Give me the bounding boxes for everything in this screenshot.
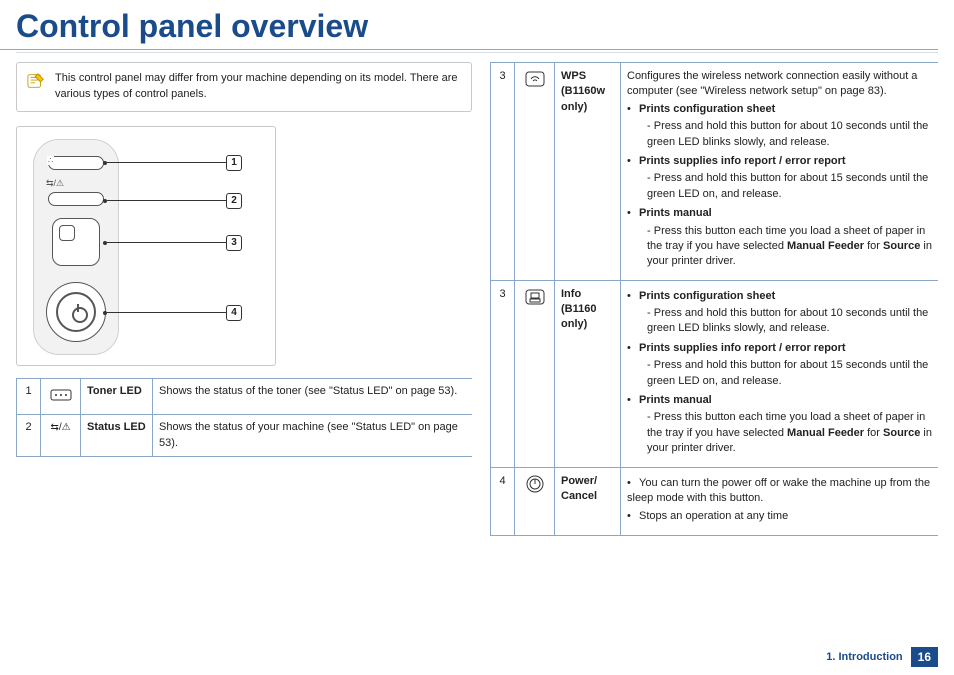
table-row: 3 Info (B1160 only)Prints configuration s… [491, 280, 939, 467]
row-name: Power/ Cancel [555, 467, 621, 535]
callout-4: 4 [105, 305, 242, 321]
wps-button [52, 218, 100, 266]
callout-3: 3 [105, 235, 242, 251]
row-desc: Shows the status of your machine (see "S… [153, 415, 473, 457]
left-reference-table: 1 Toner LEDShows the status of the toner … [16, 378, 472, 457]
status-led-slot [48, 192, 104, 206]
row-name: WPS (B1160w only) [555, 63, 621, 281]
row-name: Status LED [81, 415, 153, 457]
row-number: 3 [491, 280, 515, 467]
row-name: Toner LED [81, 378, 153, 414]
table-row: 3 WPS (B1160w only)Configures the wireles… [491, 63, 939, 281]
row-number: 4 [491, 467, 515, 535]
row-desc: You can turn the power off or wake the m… [621, 467, 939, 535]
row-number: 3 [491, 63, 515, 281]
note-text: This control panel may differ from your … [55, 71, 461, 103]
callout-2: 2 [105, 193, 242, 209]
row-number: 1 [17, 378, 41, 414]
row-name: Info (B1160 only) [555, 280, 621, 467]
table-row: 2⇆/⚠Status LEDShows the status of your m… [17, 415, 473, 457]
wps-icon [515, 63, 555, 281]
table-row: 1 Toner LEDShows the status of the toner … [17, 378, 473, 414]
row-desc: Configures the wireless network connecti… [621, 63, 939, 281]
row-desc: Shows the status of the toner (see "Stat… [153, 378, 473, 414]
page-title: Control panel overview [0, 0, 938, 50]
right-reference-table: 3 WPS (B1160w only)Configures the wireles… [490, 62, 938, 536]
row-number: 2 [17, 415, 41, 457]
callout-1: 1 [105, 155, 242, 171]
pencil-note-icon [27, 71, 45, 103]
status-icon: ⇆/⚠ [41, 415, 81, 457]
chapter-label: 1. Introduction [826, 651, 902, 663]
note-box: This control panel may differ from your … [16, 62, 472, 112]
toner-icon [41, 378, 81, 414]
power-icon [515, 467, 555, 535]
toner-led-slot: ∴ [48, 156, 104, 170]
status-led-icons: ⇆/⚠ [46, 178, 64, 189]
table-row: 4 Power/ CancelYou can turn the power off… [491, 467, 939, 535]
info-icon [515, 280, 555, 467]
row-desc: Prints configuration sheetPress and hold… [621, 280, 939, 467]
page-number: 16 [911, 647, 938, 667]
power-button [46, 282, 106, 342]
control-panel-diagram: ∴ ⇆/⚠ 1 2 3 4 [16, 126, 276, 366]
page-footer: 1. Introduction 16 [826, 647, 938, 667]
